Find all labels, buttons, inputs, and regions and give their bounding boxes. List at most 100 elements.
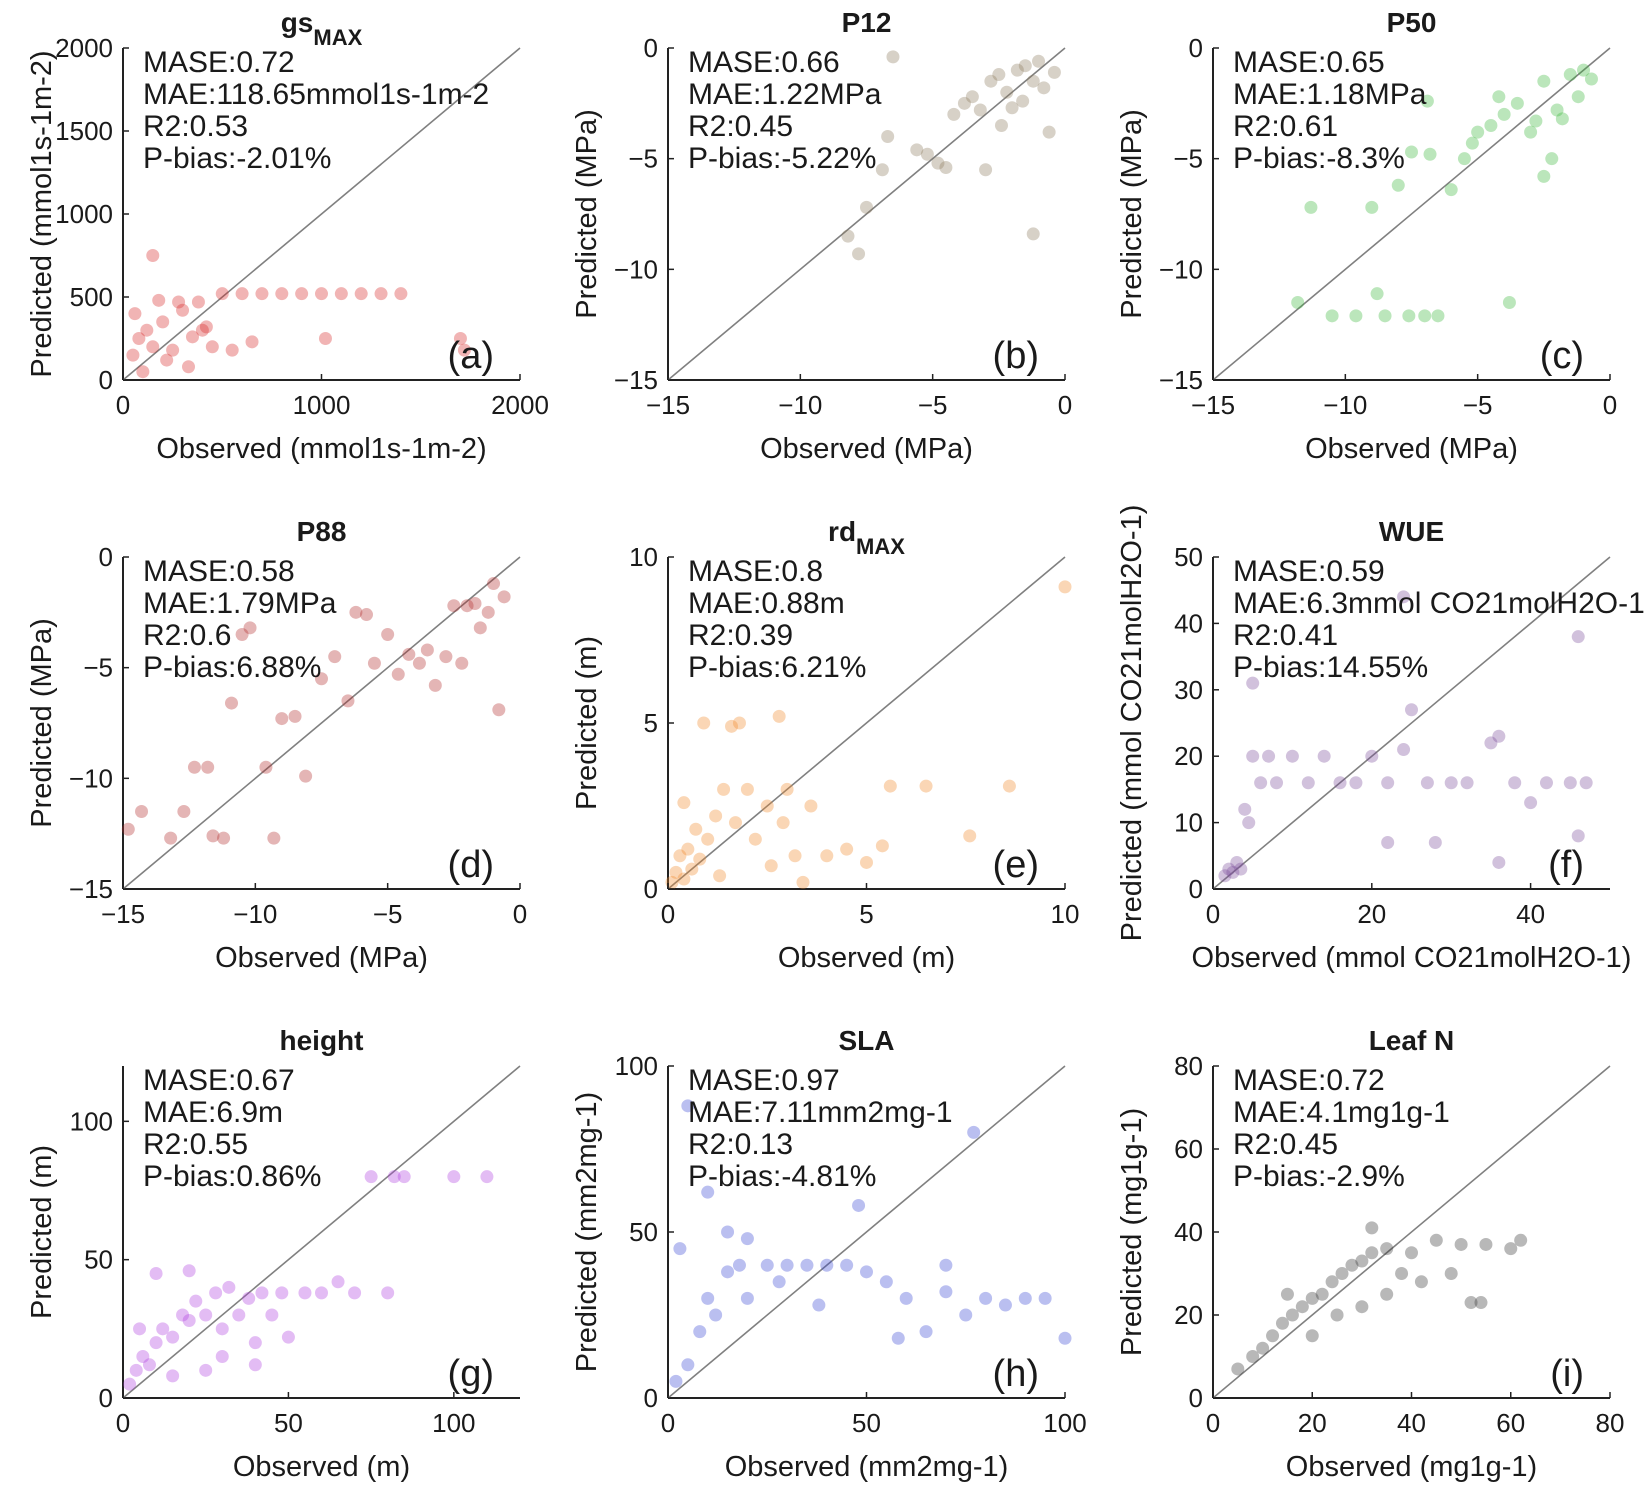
y-tick-label: 20 xyxy=(1174,741,1203,771)
stat-line: MASE:0.72 xyxy=(1233,1064,1385,1097)
data-point xyxy=(209,1286,223,1300)
data-point xyxy=(1380,1287,1394,1301)
x-tick-label: 40 xyxy=(1516,899,1545,929)
y-tick-label: 0 xyxy=(1189,1383,1203,1413)
data-point xyxy=(1325,1275,1339,1289)
data-point xyxy=(215,287,229,301)
data-point xyxy=(740,1232,754,1246)
chart-title: P12 xyxy=(842,7,892,38)
x-axis-label: Observed (MPa) xyxy=(760,433,973,465)
x-tick-label: 0 xyxy=(1603,390,1617,420)
data-point xyxy=(701,1291,715,1305)
data-point xyxy=(447,599,461,613)
x-axis-label: Observed (MPa) xyxy=(1305,433,1518,465)
data-point xyxy=(1335,1267,1349,1280)
chart-title-main: Leaf N xyxy=(1369,1025,1455,1056)
data-point xyxy=(128,307,142,321)
y-tick-label: 5 xyxy=(644,708,658,738)
data-point xyxy=(1345,1258,1359,1272)
data-point xyxy=(979,163,993,177)
panel-label: (c) xyxy=(1540,335,1584,377)
x-tick-label: 60 xyxy=(1496,1408,1525,1438)
y-tick-label: 40 xyxy=(1174,608,1203,638)
data-point xyxy=(133,1322,147,1336)
data-point xyxy=(1423,147,1437,161)
data-point xyxy=(201,760,215,774)
data-point xyxy=(1579,776,1593,790)
y-axis-label: Predicted (m) xyxy=(571,636,603,810)
one-to-one-line xyxy=(667,47,1066,381)
stat-line: P-bias:6.88% xyxy=(143,651,321,684)
data-point xyxy=(939,1258,953,1272)
data-point xyxy=(248,1358,262,1372)
x-tick-label: 20 xyxy=(1357,899,1386,929)
data-point xyxy=(1397,590,1411,604)
data-point xyxy=(728,816,742,830)
chart-title: WUE xyxy=(1379,516,1444,547)
data-point xyxy=(222,1280,236,1294)
data-point xyxy=(910,143,924,157)
data-point xyxy=(957,96,971,110)
x-axis-label: Observed (mg1g-1) xyxy=(1286,1451,1537,1483)
data-point xyxy=(315,672,328,686)
data-point xyxy=(967,1125,981,1139)
y-tick-label: 0 xyxy=(644,1383,658,1413)
chart-panel-e: 0 5 100510rdMAXMASE:0.8MAE:0.88mR2:0.39P-b… xyxy=(571,516,1079,974)
data-point xyxy=(883,779,897,793)
y-tick-label: 50 xyxy=(1174,542,1203,572)
data-point xyxy=(156,315,170,329)
data-point xyxy=(1010,63,1024,77)
y-axis-label: Predicted (mmol1s-1m-2) xyxy=(26,50,58,377)
data-point xyxy=(123,1377,137,1391)
data-point xyxy=(367,656,381,670)
chart-title: Leaf N xyxy=(1369,1025,1455,1056)
stat-line: R2:0.53 xyxy=(143,110,248,143)
data-point xyxy=(939,161,953,175)
y-tick-label: 30 xyxy=(1174,675,1203,705)
data-point xyxy=(1464,1296,1478,1310)
y-tick-label: 0 xyxy=(99,365,113,395)
y-tick-label: 50 xyxy=(629,1217,658,1247)
data-point xyxy=(299,769,313,783)
data-point xyxy=(1402,309,1416,323)
data-point xyxy=(1058,1331,1072,1345)
data-point xyxy=(1457,152,1471,166)
data-point xyxy=(1038,1291,1052,1305)
chart-panel-h: 0 50 100 0 50 100 SLA MASE:0.97MAE:7.11mm2mg-1R… xyxy=(571,1025,1087,1483)
data-point xyxy=(920,147,934,161)
data-point xyxy=(1242,816,1256,830)
data-point xyxy=(387,1170,401,1184)
data-point xyxy=(152,293,166,307)
y-tick-label: −10 xyxy=(69,763,113,793)
stat-line: P-bias:-5.22% xyxy=(688,142,876,175)
data-point xyxy=(1429,1233,1443,1247)
data-point xyxy=(259,760,273,774)
data-point xyxy=(1301,776,1315,790)
data-point xyxy=(391,667,405,681)
data-point xyxy=(121,822,135,836)
data-point xyxy=(349,605,363,619)
data-point xyxy=(1492,90,1506,104)
data-point xyxy=(315,287,328,301)
data-point xyxy=(245,335,259,349)
data-point xyxy=(1545,152,1559,166)
data-point xyxy=(468,596,482,610)
data-point xyxy=(998,1298,1012,1312)
y-tick-label: 0 xyxy=(644,33,658,63)
data-point xyxy=(1418,309,1432,323)
data-point xyxy=(891,1331,905,1345)
data-point xyxy=(187,760,201,774)
data-point xyxy=(1514,1233,1528,1247)
data-point xyxy=(1380,1242,1394,1256)
data-point xyxy=(1355,1254,1369,1268)
data-point xyxy=(841,229,855,243)
stat-line: MAE:1.79MPa xyxy=(143,587,337,620)
chart-title: height xyxy=(280,1025,364,1056)
stat-line: P-bias:-2.01% xyxy=(143,142,331,175)
data-point xyxy=(860,855,873,869)
y-tick-label: 50 xyxy=(84,1245,113,1275)
x-axis-label: Observed (mm2mg-1) xyxy=(725,1451,1009,1483)
data-point xyxy=(1497,107,1511,121)
stat-line: MASE:0.66 xyxy=(688,46,840,79)
data-point xyxy=(381,1286,395,1300)
